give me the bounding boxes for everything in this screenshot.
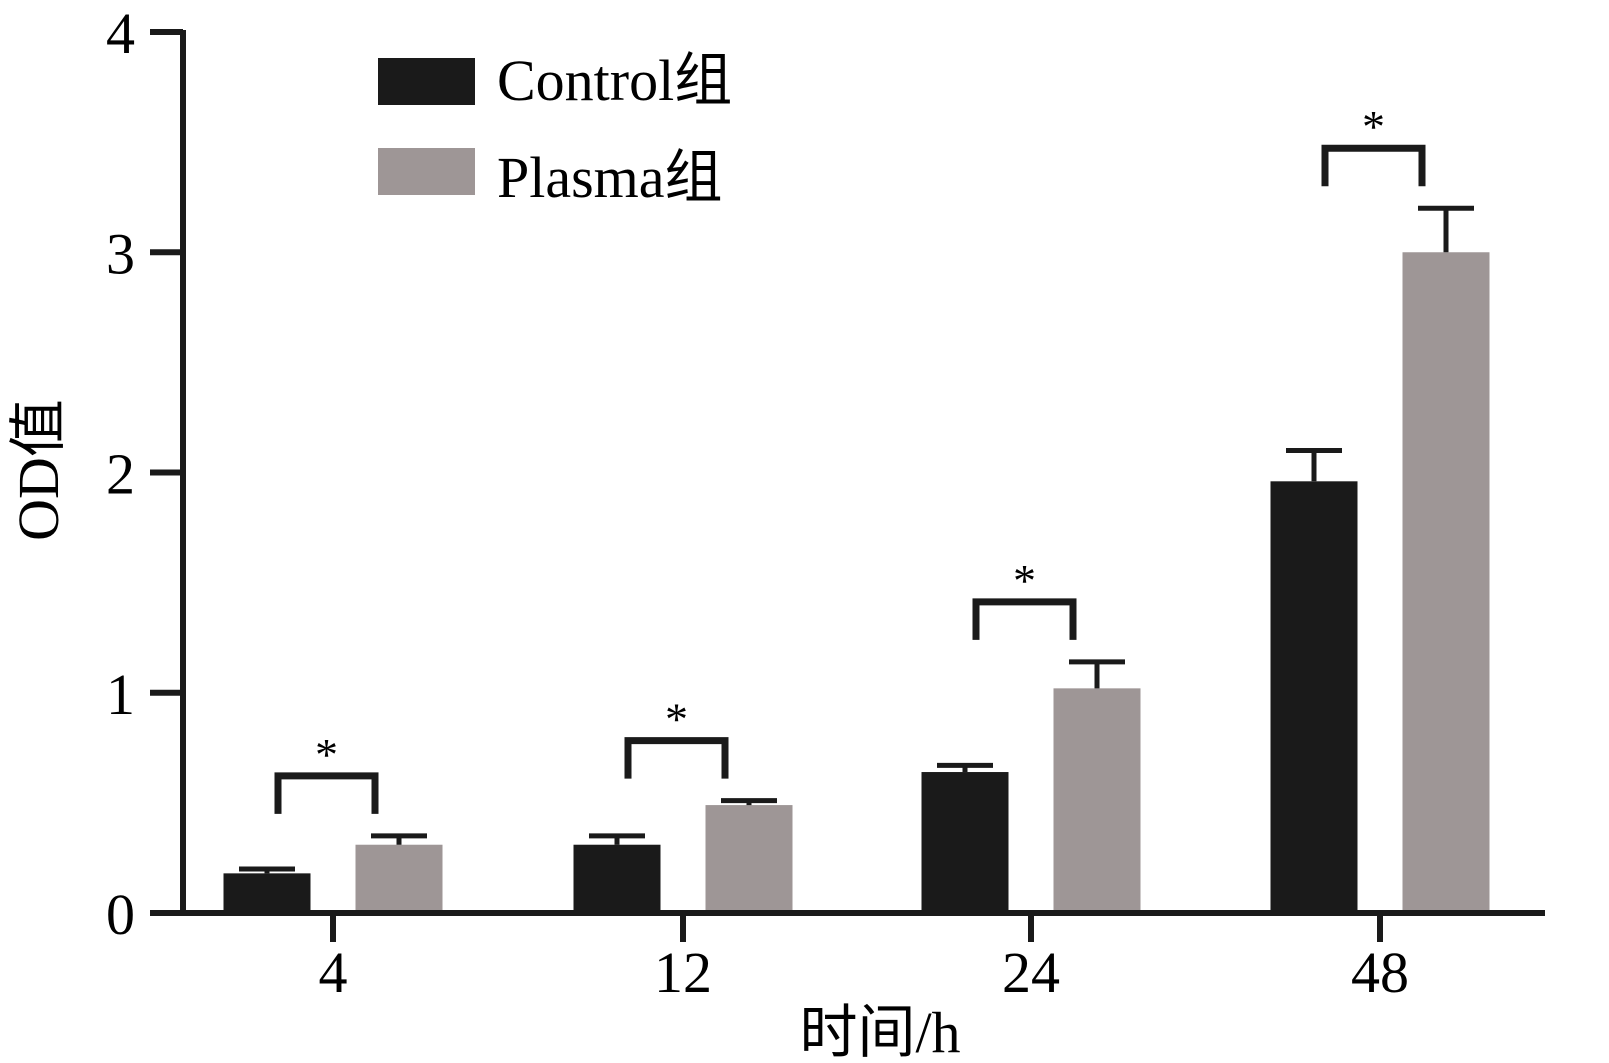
- y-tick-label-2: 2: [106, 442, 135, 507]
- significance-star-24h: *: [1013, 555, 1036, 606]
- significance-star-12h: *: [665, 694, 688, 745]
- y-tick-label-3: 3: [106, 221, 135, 286]
- y-ticks: 0 1 2 3 4: [106, 1, 183, 947]
- bar-control-24h: [921, 772, 1009, 913]
- significance-star-48h: *: [1362, 101, 1385, 152]
- significance-bracket-12h: [624, 737, 729, 779]
- significance-bracket-48h: [1321, 144, 1426, 187]
- error-bar-plasma-12h: [721, 798, 777, 806]
- significance-star-4h: *: [315, 729, 338, 780]
- error-bar-control-4h: [239, 866, 295, 874]
- y-tick-label-4: 4: [106, 1, 135, 66]
- bar-plasma-48h: [1402, 252, 1490, 913]
- bar-control-12h: [573, 844, 661, 913]
- y-axis-label: OD值: [6, 399, 71, 541]
- bar-plasma-4h: [355, 844, 443, 913]
- legend-swatch-plasma: [378, 148, 475, 195]
- x-tick-label-24: 24: [1002, 940, 1060, 1005]
- bar-control-48h: [1270, 481, 1358, 913]
- x-tick-label-4: 4: [319, 940, 348, 1005]
- x-axis-label: 时间/h: [799, 1000, 960, 1063]
- significance-bracket-4h: [274, 772, 379, 814]
- legend: Control组 Plasma组: [378, 48, 732, 210]
- error-bar-control-24h: [937, 762, 993, 773]
- error-bars-layer: [239, 205, 1474, 874]
- error-bar-control-12h: [589, 833, 645, 845]
- significance-bracket-24h: [972, 598, 1077, 640]
- y-tick-label-0: 0: [106, 882, 135, 947]
- bar-control-4h: [223, 873, 311, 913]
- error-bar-plasma-24h: [1069, 659, 1125, 689]
- bars-layer: [223, 252, 1490, 913]
- bar-plasma-24h: [1053, 688, 1141, 913]
- bar-plasma-12h: [705, 805, 793, 913]
- legend-swatch-control: [378, 58, 475, 105]
- error-bar-plasma-48h: [1418, 205, 1474, 253]
- significance-layer: * * * *: [274, 101, 1426, 814]
- legend-label-plasma: Plasma组: [497, 145, 723, 210]
- y-tick-label-1: 1: [106, 662, 135, 727]
- legend-label-control: Control组: [497, 48, 732, 113]
- error-bar-control-48h: [1286, 447, 1342, 482]
- error-bar-plasma-4h: [371, 833, 427, 845]
- x-tick-label-12: 12: [654, 940, 712, 1005]
- x-tick-label-48: 48: [1351, 940, 1409, 1005]
- x-ticks: 4 12 24 48: [319, 913, 1409, 1005]
